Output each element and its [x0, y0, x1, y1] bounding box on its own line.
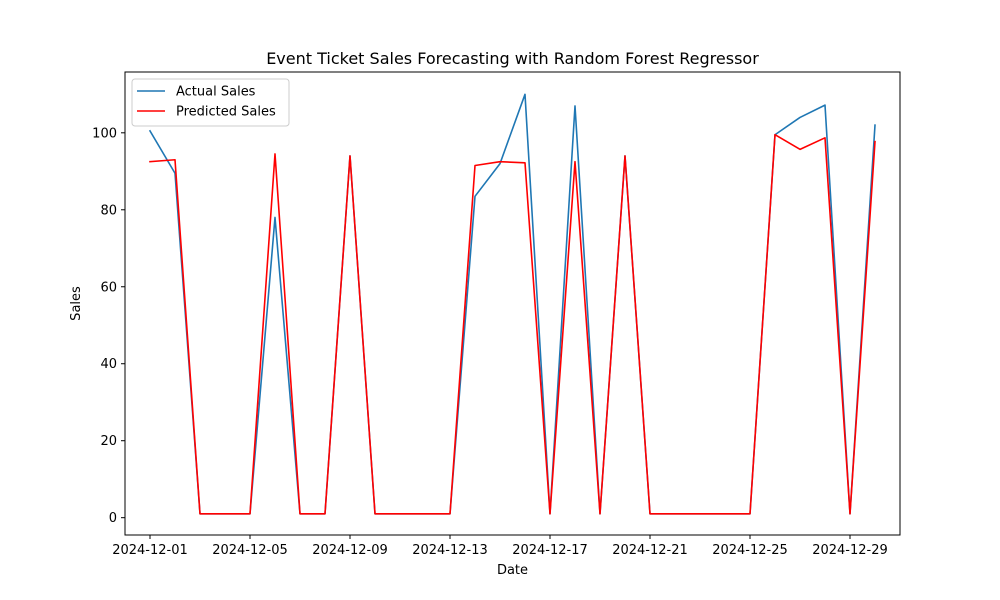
axis-ticks: 2024-12-01 2024-12-05 2024-12-09 2024-12-13… [92, 126, 888, 558]
y-tick-label: 0 [109, 511, 117, 526]
series-line-1 [149, 133, 876, 515]
x-tick-label: 2024-12-09 [312, 543, 388, 558]
x-tick-label: 2024-12-13 [412, 543, 488, 558]
x-tick-label: 2024-12-29 [812, 543, 888, 558]
y-axis-label: Sales [69, 286, 84, 321]
plot-frame [124, 71, 901, 536]
x-tick-label: 2024-12-17 [512, 543, 588, 558]
legend-box [131, 78, 290, 127]
y-tick-label: 100 [92, 126, 117, 141]
legend-label: Predicted Sales [176, 105, 276, 120]
x-axis-label: Date [497, 563, 528, 578]
chart-title: Event Ticket Sales Forecasting with Rand… [266, 49, 759, 68]
x-tick-label: 2024-12-01 [112, 543, 188, 558]
x-tick-label: 2024-12-21 [612, 543, 688, 558]
y-tick-label: 60 [100, 280, 117, 295]
legend: Actual Sales Predicted Sales [131, 78, 290, 127]
x-tick-label: 2024-12-05 [212, 543, 288, 558]
x-tick-label: 2024-12-25 [712, 543, 788, 558]
y-tick-label: 40 [100, 357, 117, 372]
plot-area [148, 93, 876, 515]
legend-label: Actual Sales [176, 85, 256, 100]
series-1 [149, 133, 876, 515]
y-tick-label: 80 [100, 203, 117, 218]
y-tick-label: 20 [100, 434, 117, 449]
